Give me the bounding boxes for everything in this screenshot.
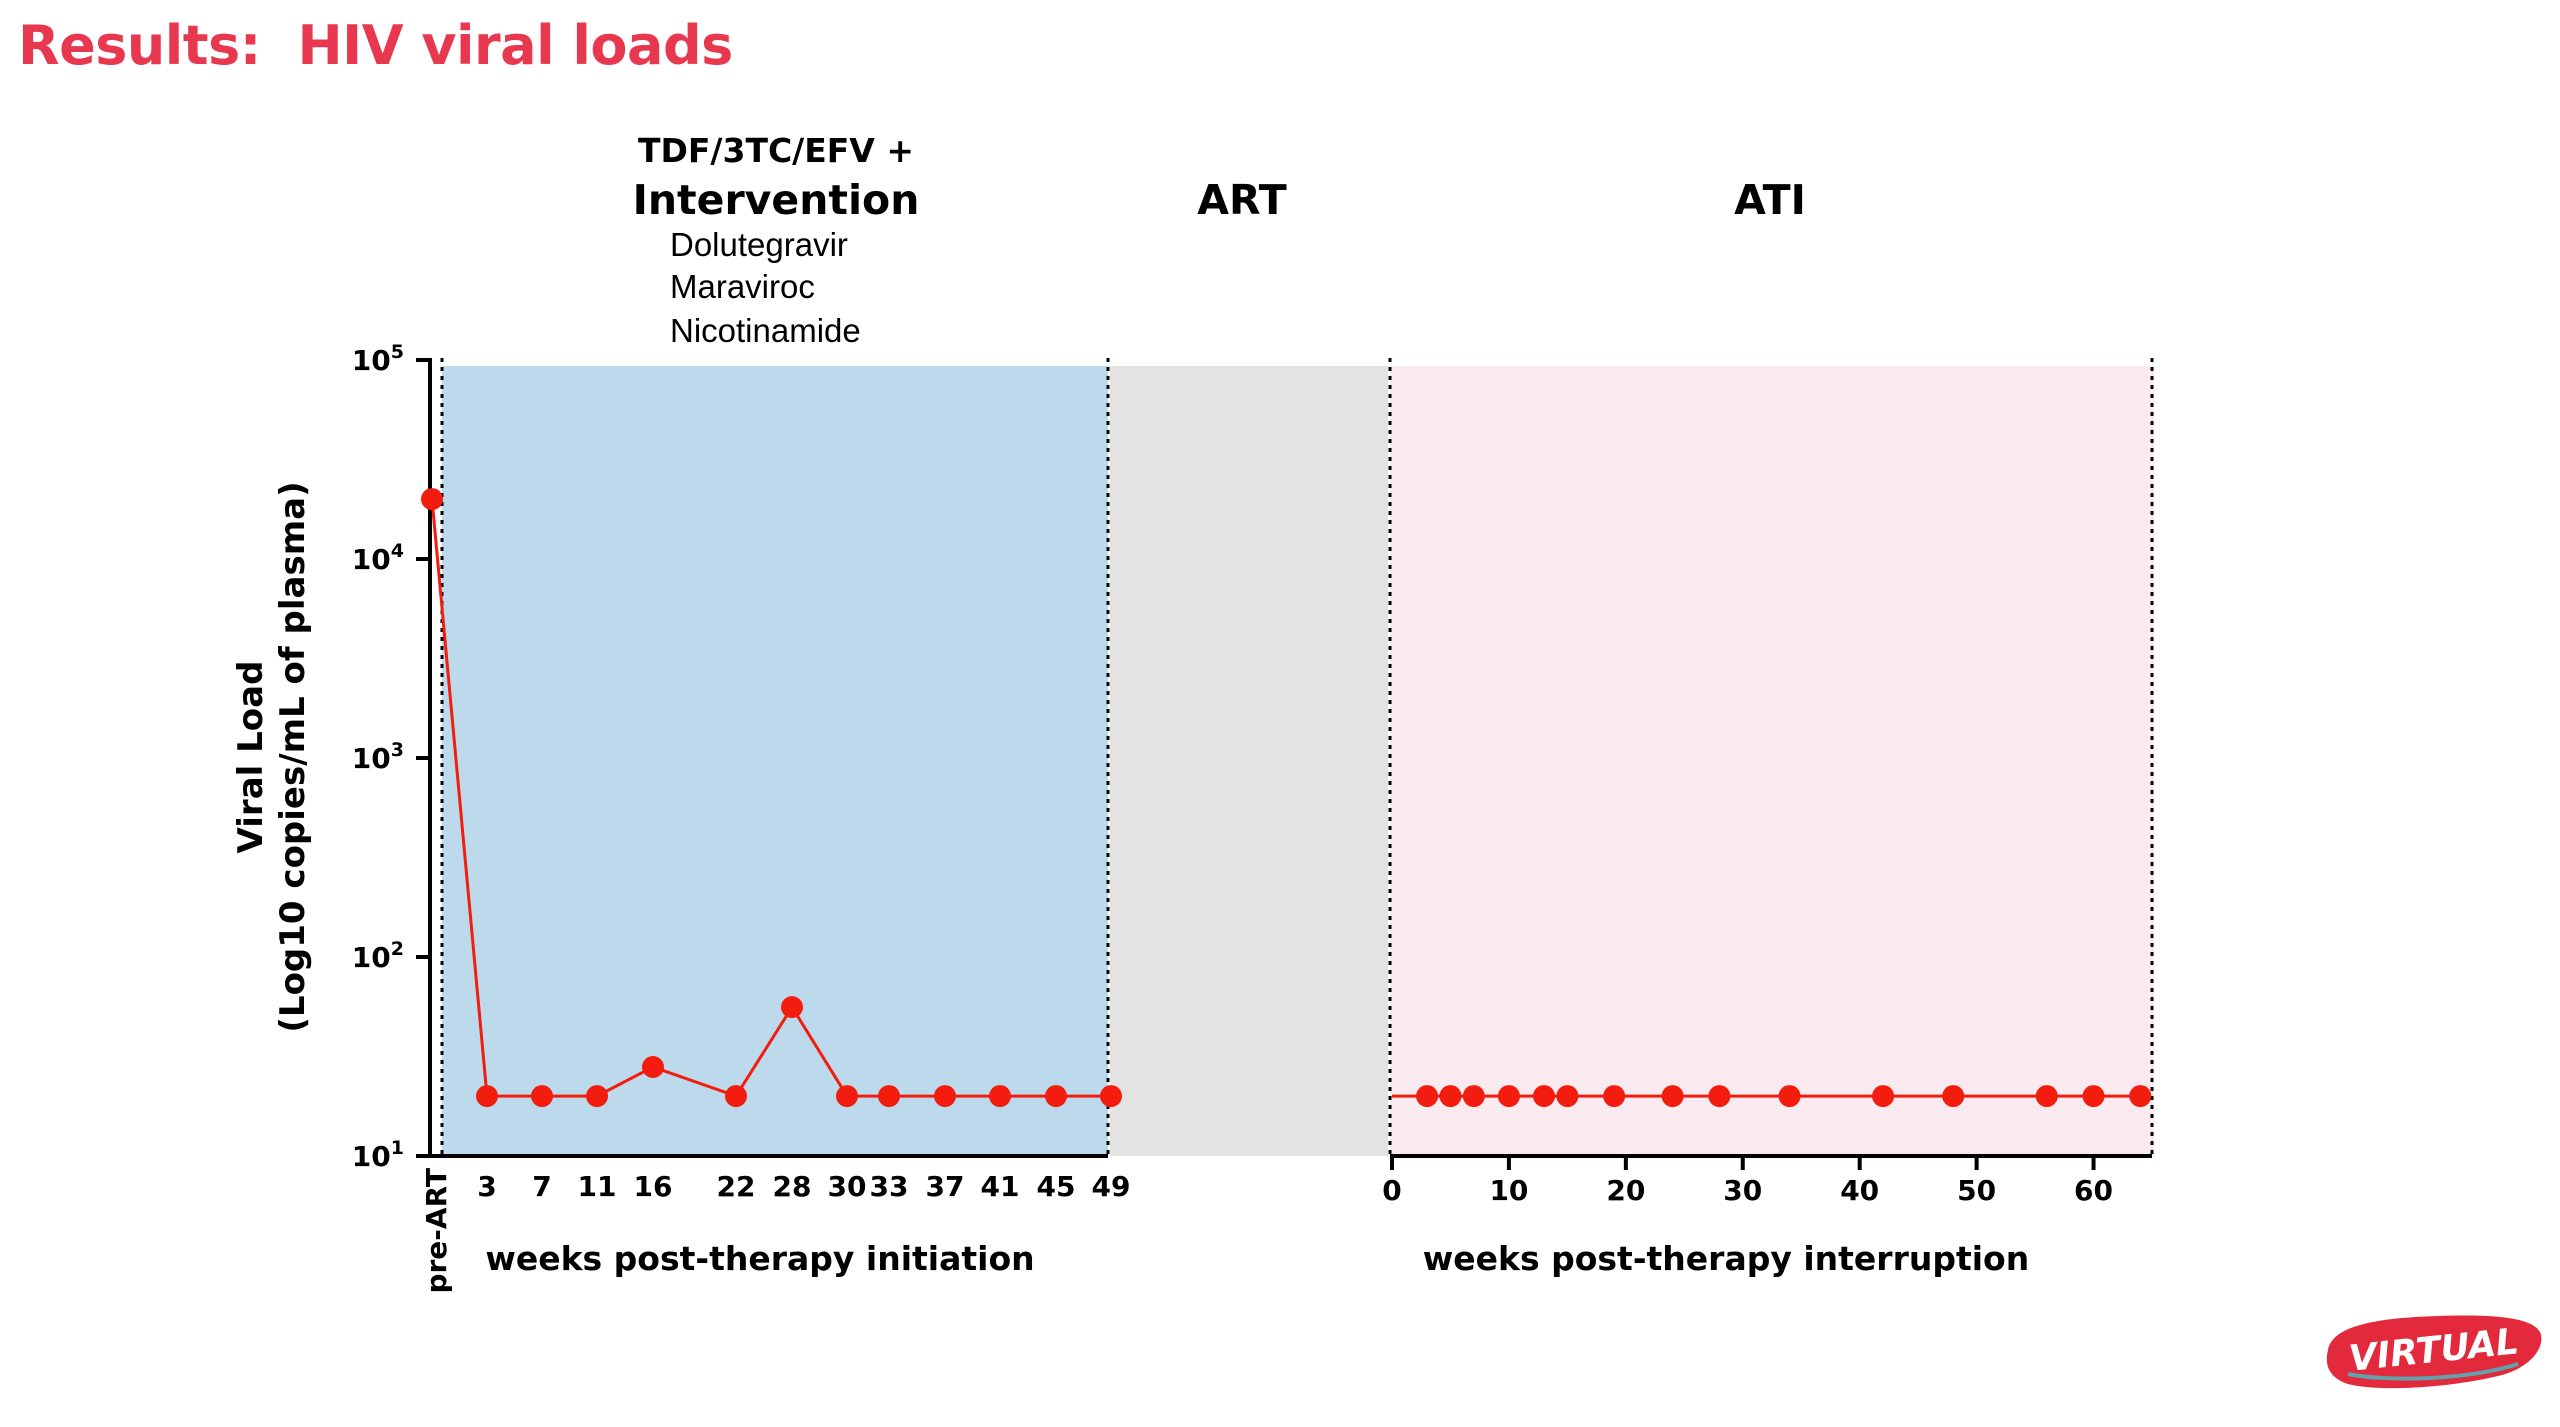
- data-point: [2082, 1085, 2105, 1108]
- data-point: [1556, 1085, 1579, 1108]
- intervention-label: Intervention: [633, 176, 920, 224]
- data-point: [934, 1085, 956, 1108]
- x-tick-label-right: 10: [1489, 1174, 1528, 1207]
- art-band: [1110, 366, 1388, 1156]
- ati-label: ATI: [1734, 176, 1806, 224]
- data-point: [421, 488, 443, 511]
- data-point: [1462, 1085, 1485, 1108]
- svg-text:104: 104: [352, 540, 404, 576]
- y-tick-4-exp: 4: [391, 540, 404, 562]
- data-point: [2035, 1085, 2058, 1108]
- x-tick-label-left: 45: [1037, 1170, 1076, 1203]
- x-tick-label-left: 30: [828, 1170, 867, 1203]
- series-initiation: [421, 488, 1122, 1108]
- y-tick-5-exp: 5: [391, 341, 404, 363]
- regimen-label: TDF/3TC/EFV +: [638, 131, 914, 170]
- y-tick-5-base: 10: [352, 344, 391, 377]
- svg-text:103: 103: [352, 739, 404, 775]
- x-axis-title-right: weeks post-therapy interruption: [1423, 1239, 2029, 1278]
- y-tick-1-base: 10: [352, 1140, 391, 1173]
- y-tick-1: 101: [352, 1137, 430, 1173]
- y-tick-2: 102: [352, 938, 430, 974]
- data-point: [989, 1085, 1011, 1108]
- data-point: [586, 1085, 608, 1108]
- drug-label-3: Nicotinamide: [670, 312, 861, 349]
- data-point: [1661, 1085, 1684, 1108]
- x-tick-label-right: 0: [1382, 1174, 1401, 1207]
- data-point: [1603, 1085, 1626, 1108]
- data-point: [531, 1085, 553, 1108]
- data-point: [1872, 1085, 1895, 1108]
- x-tick-label-right: 50: [1957, 1174, 1996, 1207]
- x-tick-label-left: 28: [773, 1170, 812, 1203]
- data-point: [836, 1085, 858, 1108]
- data-point: [1416, 1085, 1439, 1108]
- y-tick-3-exp: 3: [391, 739, 404, 761]
- ati-band: [1390, 366, 2154, 1156]
- virtual-logo: VIRTUAL: [2326, 1315, 2542, 1389]
- data-point: [1497, 1085, 1520, 1108]
- y-tick-5: 105: [352, 341, 430, 377]
- x-tick-label-left: 3: [477, 1170, 496, 1203]
- svg-text:102: 102: [352, 938, 404, 974]
- x-tick-label-left: 7: [532, 1170, 551, 1203]
- right-x-ticks: 0 10 20 30 40 50 60: [1382, 1156, 2113, 1207]
- y-tick-4-base: 10: [352, 543, 391, 576]
- x-tick-label-left: 16: [634, 1170, 673, 1203]
- svg-text:105: 105: [352, 341, 404, 377]
- y-tick-2-base: 10: [352, 941, 391, 974]
- series-interruption: [1392, 1085, 2152, 1108]
- y-axis-title: Viral Load: [231, 661, 271, 854]
- data-point: [1942, 1085, 1965, 1108]
- x-tick-label-left: 22: [717, 1170, 756, 1203]
- slide-title: Results: HIV viral loads: [18, 14, 733, 77]
- x-tick-label-right: 60: [2074, 1174, 2113, 1207]
- x-tick-label-left: 49: [1092, 1170, 1131, 1203]
- data-point: [1100, 1085, 1122, 1108]
- data-point: [1533, 1085, 1555, 1108]
- drug-label-1: Dolutegravir: [670, 226, 848, 263]
- x-tick-label-left: pre-ART: [420, 1168, 453, 1294]
- x-tick-label-left: 11: [578, 1170, 617, 1203]
- x-tick-label-right: 40: [1840, 1174, 1879, 1207]
- x-tick-label-left: 33: [870, 1170, 909, 1203]
- y-axis-units: (Log10 copies/mL of plasma): [273, 481, 313, 1032]
- y-tick-4: 104: [352, 540, 430, 576]
- left-x-ticks: pre-ART 3 7 11 16 22 28 30 33 37 41 45 49: [420, 1168, 1130, 1294]
- data-point: [781, 996, 803, 1019]
- x-tick-label-right: 20: [1606, 1174, 1645, 1207]
- data-point: [1045, 1085, 1067, 1108]
- data-point: [725, 1085, 747, 1108]
- y-tick-3: 103: [352, 739, 430, 775]
- data-point: [1778, 1085, 1801, 1108]
- x-tick-label-right: 30: [1723, 1174, 1762, 1207]
- y-tick-3-base: 10: [352, 742, 391, 775]
- x-axis-title-left: weeks post-therapy initiation: [485, 1239, 1034, 1278]
- data-point: [476, 1085, 498, 1108]
- data-point: [878, 1085, 900, 1108]
- drug-label-2: Maraviroc: [670, 268, 815, 305]
- data-point: [642, 1056, 664, 1079]
- x-tick-label-left: 41: [981, 1170, 1020, 1203]
- y-tick-1-exp: 1: [391, 1137, 404, 1159]
- y-tick-2-exp: 2: [391, 938, 404, 960]
- art-label: ART: [1197, 176, 1286, 224]
- intervention-band: [442, 366, 1108, 1156]
- data-point: [2129, 1085, 2152, 1108]
- x-tick-label-left: 37: [926, 1170, 965, 1203]
- svg-text:101: 101: [352, 1137, 404, 1173]
- data-point: [1708, 1085, 1731, 1108]
- data-point: [1439, 1085, 1462, 1108]
